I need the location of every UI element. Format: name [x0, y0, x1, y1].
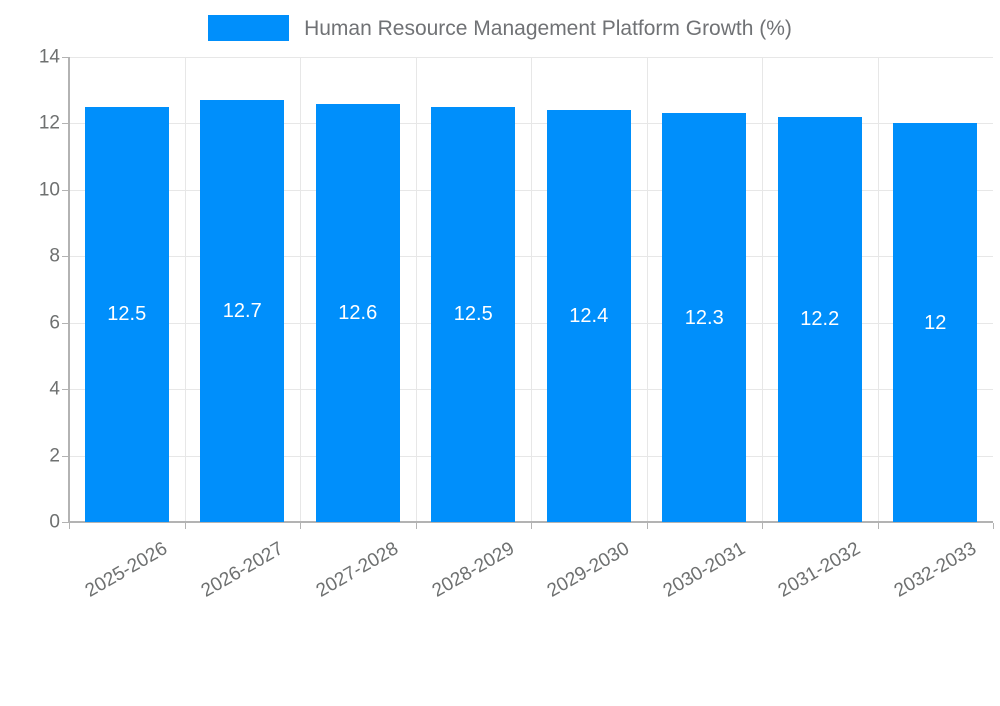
bar-value-label: 12.7 [222, 300, 262, 323]
plot-area [69, 57, 993, 523]
bar[interactable]: 12 [893, 123, 978, 522]
gridline-vertical [878, 57, 879, 522]
y-axis-tick-label: 2 [49, 445, 60, 467]
bar-chart: Human Resource Management Platform Growt… [0, 0, 1000, 602]
y-axis-tick-label: 14 [38, 46, 60, 68]
chart-legend: Human Resource Management Platform Growt… [0, 0, 1000, 56]
gridline-vertical [300, 57, 301, 522]
y-axis-tick-mark [62, 522, 68, 523]
bar[interactable]: 12.6 [315, 103, 400, 522]
y-axis-tick-label: 12 [38, 112, 60, 134]
y-axis-tick-mark [62, 322, 68, 324]
x-axis-tick-mark [993, 523, 994, 529]
bar[interactable]: 12.5 [84, 106, 169, 522]
x-axis-tick-mark [647, 523, 648, 529]
y-axis-tick-label: 4 [49, 378, 60, 400]
y-axis-line [68, 57, 70, 523]
x-axis-tick-mark [762, 523, 763, 529]
bar[interactable]: 12.7 [200, 100, 285, 522]
legend-item-series-0[interactable]: Human Resource Management Platform Growt… [208, 15, 792, 41]
bar-value-label: 12.5 [107, 303, 147, 326]
x-axis-tick-labels: 2025-2026 2026-2027 2027-2028 2028-2029 2029… [69, 523, 994, 602]
y-axis-tick-label: 6 [49, 312, 60, 334]
x-axis-tick-mark [185, 523, 186, 529]
y-axis-tick-mark [62, 123, 68, 125]
x-axis-line [69, 521, 993, 523]
gridline-vertical [647, 57, 648, 522]
gridline-vertical [416, 57, 417, 522]
y-axis-tick-label: 0 [49, 511, 60, 533]
gridline-vertical [762, 57, 763, 522]
bars-layer: 12.5 12.7 12.6 12.5 12.4 12.3 12.2 12 [69, 57, 993, 522]
bar-value-label: 12.4 [569, 305, 609, 328]
x-axis-tick-mark [416, 523, 417, 529]
gridline-vertical [531, 57, 532, 522]
y-axis-tick-label: 8 [49, 245, 60, 267]
x-axis-tick-mark [878, 523, 879, 529]
y-axis-tick-mark [62, 389, 68, 391]
bar[interactable]: 12.4 [546, 110, 631, 522]
bar-value-label: 12.3 [684, 306, 724, 329]
y-axis-tick-mark [62, 256, 68, 258]
gridline-vertical [185, 57, 186, 522]
x-axis-tick-mark [69, 523, 70, 529]
y-axis-tick-label: 10 [38, 179, 60, 201]
bar[interactable]: 12.5 [431, 106, 516, 522]
bar-value-label: 12 [924, 311, 947, 334]
bar[interactable]: 12.3 [662, 113, 747, 522]
y-axis-tick-mark [62, 57, 68, 58]
legend-color-swatch-icon [208, 15, 290, 41]
y-axis-tick-mark [62, 455, 68, 457]
bar-value-label: 12.6 [338, 301, 378, 324]
x-axis-tick-mark [300, 523, 301, 529]
legend-label: Human Resource Management Platform Growt… [304, 16, 792, 40]
y-axis-tick-labels: 0 2 4 6 8 10 12 14 [0, 0, 68, 600]
bar-value-label: 12.2 [800, 308, 840, 331]
bar[interactable]: 12.2 [777, 116, 862, 522]
bar-value-label: 12.5 [453, 303, 493, 326]
y-axis-tick-mark [62, 189, 68, 191]
x-axis-tick-mark [531, 523, 532, 529]
